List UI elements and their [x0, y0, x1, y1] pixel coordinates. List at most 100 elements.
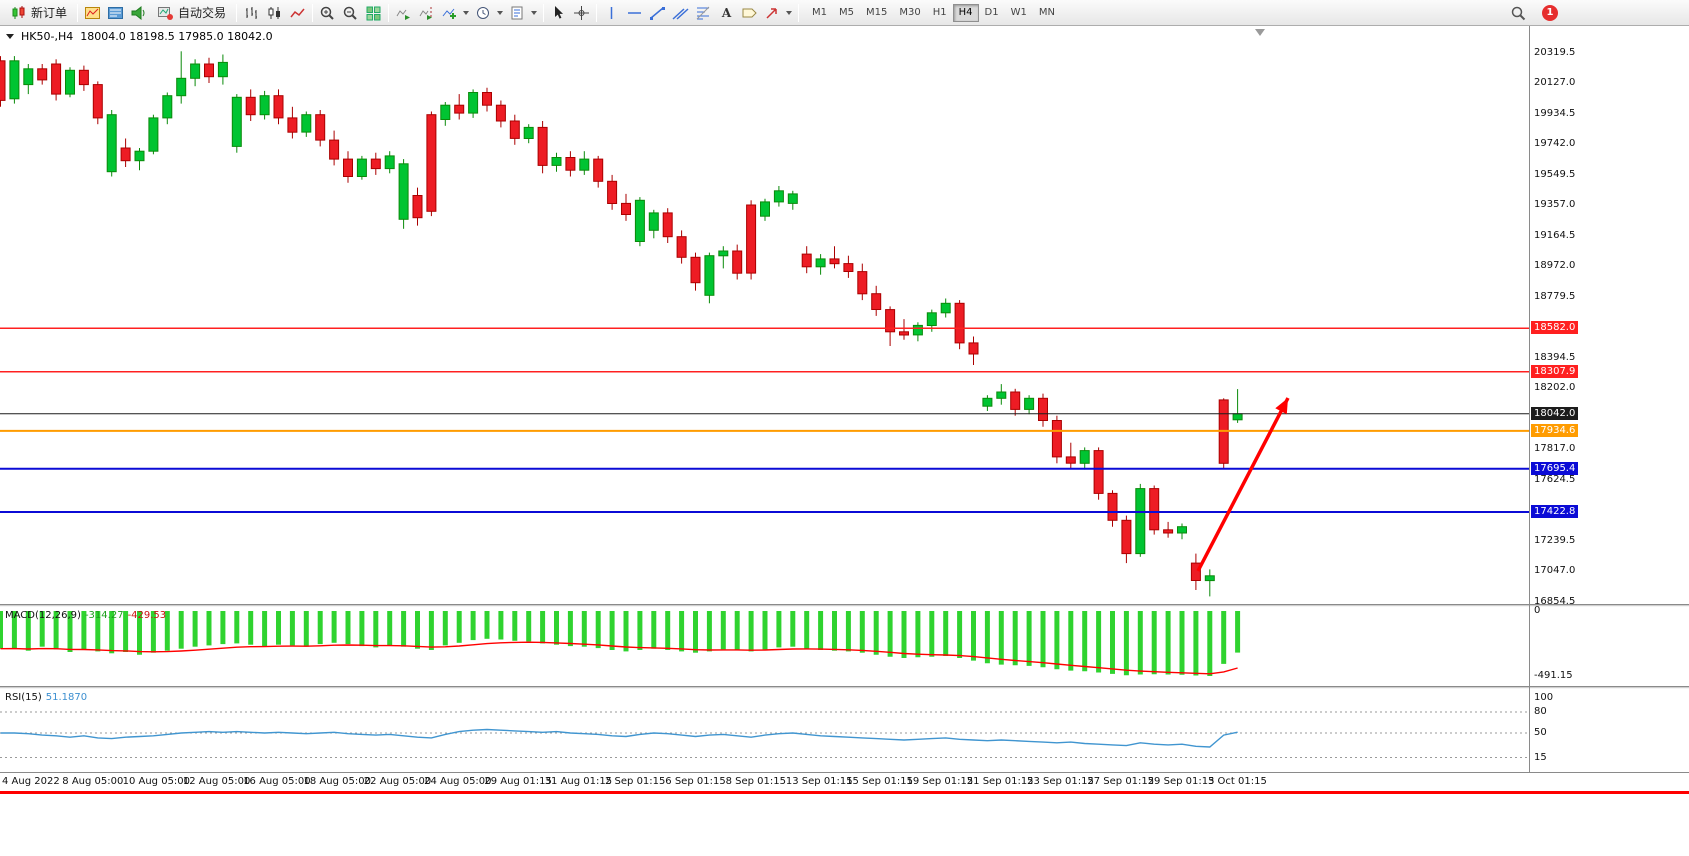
time-axis-divider — [0, 772, 1689, 773]
zoom-out-button[interactable] — [339, 2, 362, 24]
zoom-out-icon — [342, 5, 359, 21]
rsi-name: RSI(15) — [5, 692, 42, 703]
candlestick-chart-button[interactable] — [263, 2, 286, 24]
charts-button[interactable] — [81, 2, 104, 24]
symbol-dropdown-icon[interactable] — [6, 34, 14, 39]
notification-badge[interactable]: 1 — [1542, 4, 1558, 21]
time-axis-label: 4 Aug 2022 — [2, 776, 60, 787]
auto-scroll-button[interactable] — [392, 2, 415, 24]
time-axis-label: 27 Sep 01:15 — [1087, 776, 1155, 787]
symbol-label: HK50-,H4 — [21, 30, 74, 43]
timeframe-mn[interactable]: MN — [1038, 6, 1055, 18]
price-axis-label: 19934.5 — [1534, 107, 1576, 119]
bar-chart-button[interactable] — [240, 2, 263, 24]
price-tag: 17934.6 — [1531, 423, 1579, 437]
price-axis-label: 19164.5 — [1534, 229, 1576, 241]
auto-scroll-icon — [395, 5, 412, 21]
time-axis-label: 31 Aug 01:15 — [544, 776, 613, 787]
price-axis-label: 17047.0 — [1534, 565, 1576, 577]
search-button[interactable] — [1507, 2, 1530, 24]
new-order-icon — [10, 5, 27, 21]
price-axis-label: 20319.5 — [1534, 47, 1576, 58]
macd-axis-label: 0 — [1534, 605, 1541, 616]
templates-dropdown-icon[interactable] — [531, 10, 538, 15]
timeframe-h1[interactable]: H1 — [932, 6, 947, 18]
price-axis-label: 19357.0 — [1534, 199, 1576, 211]
timeframe-m30[interactable]: M30 — [899, 6, 921, 18]
text-label-icon — [741, 5, 758, 21]
equidistant-channel-button[interactable] — [669, 2, 692, 24]
timeframe-toolbar: M1 M5 M15 M30 H1 H4 D1 W1 MN — [806, 3, 1061, 22]
timeframe-m1[interactable]: M1 — [812, 6, 828, 18]
new-order-button[interactable]: 新订单 — [3, 2, 74, 24]
macd-panel-divider[interactable] — [0, 604, 1689, 607]
toolbar-separator — [236, 3, 238, 22]
price-tag: 18042.0 — [1531, 406, 1579, 420]
time-axis-label: 6 Sep 01:15 — [665, 776, 726, 787]
equidistant-channel-icon — [672, 5, 689, 21]
timeframe-w1[interactable]: W1 — [1010, 6, 1027, 18]
chart-canvas[interactable] — [0, 26, 1689, 791]
zoom-in-button[interactable] — [316, 2, 339, 24]
clock-icon — [475, 5, 492, 21]
trendline-button[interactable] — [646, 2, 669, 24]
indicators-button[interactable] — [438, 2, 472, 24]
rsi-axis-label: 15 — [1534, 751, 1547, 763]
price-axis[interactable]: 20319.5 20127.0 19934.5 19742.0 19549.5 19357… — [1530, 26, 1610, 791]
toolbar-separator — [596, 3, 598, 22]
price-axis-label: 16854.5 — [1534, 595, 1576, 607]
time-axis-label: 12 Aug 05:00 — [182, 776, 251, 787]
time-axis-label: 8 Sep 01:15 — [725, 776, 786, 787]
periods-button[interactable] — [472, 2, 506, 24]
autotrading-button[interactable]: 自动交易 — [150, 2, 233, 24]
time-axis-label: 15 Sep 01:15 — [846, 776, 913, 787]
cursor-button[interactable] — [547, 2, 570, 24]
time-axis[interactable]: 4 Aug 2022 8 Aug 05:00 10 Aug 05:00 12 Aug … — [0, 775, 1529, 791]
text-label-button[interactable] — [738, 2, 761, 24]
indicators-dropdown-icon[interactable] — [463, 10, 470, 15]
search-icon — [1510, 5, 1527, 21]
alerts-button[interactable] — [127, 2, 150, 24]
time-axis-label: 16 Aug 05:00 — [243, 776, 311, 787]
timeframe-m5[interactable]: M5 — [839, 6, 855, 18]
crosshair-button[interactable] — [570, 2, 593, 24]
rsi-panel-divider[interactable] — [0, 686, 1689, 689]
timeframe-h4[interactable]: H4 — [952, 3, 979, 22]
charts-icon — [84, 5, 101, 21]
main-toolbar: 新订单 自动交易 A M1 M — [0, 0, 1689, 26]
macd-axis-label: -491.15 — [1534, 670, 1573, 681]
time-axis-label: 18 Aug 05:00 — [303, 776, 371, 787]
vertical-line-icon — [603, 5, 620, 21]
macd-signal-value: -429.53 — [127, 610, 167, 621]
objects-dropdown-icon[interactable] — [786, 10, 793, 15]
price-axis-label: 17624.5 — [1534, 473, 1576, 485]
timeframe-m15[interactable]: M15 — [866, 6, 888, 18]
fibonacci-button[interactable] — [692, 2, 715, 24]
time-axis-label: 3 Oct 01:15 — [1208, 776, 1267, 787]
templates-button[interactable] — [506, 2, 540, 24]
indicators-icon — [441, 5, 458, 21]
chart-area[interactable]: HK50-,H4 18004.0 18198.5 17985.0 18042.0… — [0, 26, 1689, 791]
toolbar-separator — [543, 3, 545, 22]
quotes-icon — [107, 5, 124, 21]
rsi-label: RSI(15) 51.1870 — [5, 692, 91, 703]
arrow-tool-button[interactable] — [761, 2, 795, 24]
new-order-label: 新订单 — [31, 6, 68, 20]
bar-chart-icon — [243, 5, 260, 21]
text-tool-button[interactable]: A — [715, 2, 738, 24]
rsi-axis-label: 100 — [1534, 692, 1554, 703]
quotes-button[interactable] — [104, 2, 127, 24]
periods-dropdown-icon[interactable] — [497, 10, 504, 15]
chart-shift-button[interactable] — [415, 2, 438, 24]
price-axis-divider — [1529, 26, 1530, 772]
price-tag: 17422.8 — [1531, 504, 1579, 518]
macd-main-value: -314.27 — [84, 610, 124, 621]
price-axis-label: 17239.5 — [1534, 534, 1576, 546]
horizontal-line-button[interactable] — [623, 2, 646, 24]
tile-windows-button[interactable] — [362, 2, 385, 24]
toolbar-separator — [77, 3, 79, 22]
timeframe-d1[interactable]: D1 — [984, 6, 999, 18]
line-chart-button[interactable] — [286, 2, 309, 24]
vertical-line-button[interactable] — [600, 2, 623, 24]
alerts-icon — [130, 5, 147, 21]
